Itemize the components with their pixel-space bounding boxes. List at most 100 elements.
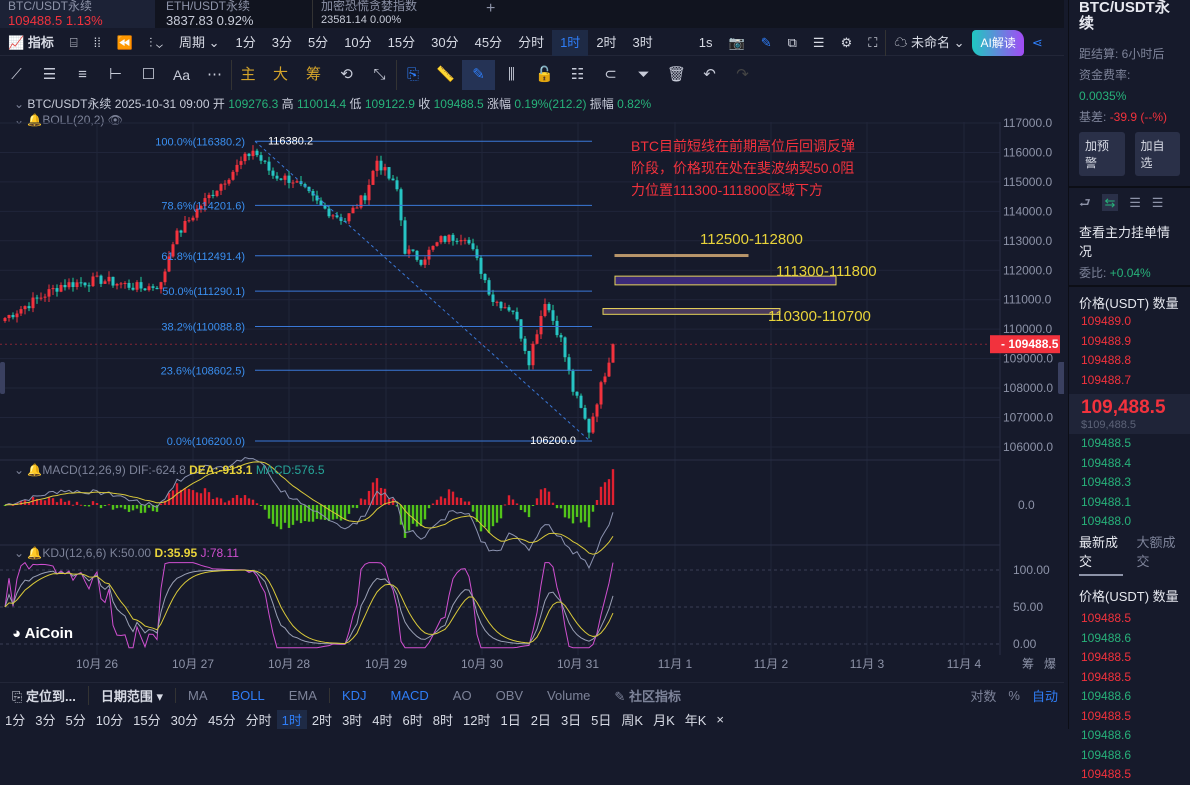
period-dropdown[interactable]: 周期 ⌄ — [178, 34, 220, 50]
timeframe-月K[interactable]: 月K — [653, 713, 675, 728]
ind-obv[interactable]: OBV — [495, 688, 524, 703]
bars-icon[interactable]: ⫼ — [508, 66, 515, 83]
price-level[interactable]: 109488.8 — [1081, 353, 1132, 367]
period-3h[interactable]: 3时 — [632, 34, 653, 50]
layout-name-dropdown[interactable]: ☁ 未命名 ⌄ — [885, 29, 972, 56]
tab-index[interactable]: 加密恐慌贪婪指数 23581.14 0.00% — [312, 0, 462, 28]
timeframe-分时[interactable]: 分时 — [245, 713, 272, 728]
timeframe-5日[interactable]: 5日 — [591, 713, 612, 728]
indicators-button[interactable]: 📈 指标 — [8, 34, 54, 50]
tab-latest-trades[interactable]: 最新成交 — [1079, 532, 1123, 576]
period-1m[interactable]: 1分 — [235, 34, 256, 50]
timeframe-30分[interactable]: 30分 — [170, 713, 199, 728]
price-level[interactable]: 109488.0 — [1081, 514, 1132, 526]
trash-icon[interactable]: 🗑 — [666, 66, 687, 83]
magnet2-icon[interactable]: ⊂ — [604, 66, 617, 83]
main-force-button[interactable]: 主 — [231, 60, 264, 90]
edit-list-icon[interactable]: ☷ — [570, 66, 585, 83]
ind-boll[interactable]: BOLL — [231, 688, 265, 703]
ind-ao[interactable]: AO — [452, 688, 472, 703]
tab-eth[interactable]: ETH/USDT永续 3837.83 0.92% — [158, 0, 308, 28]
timeframe-1时[interactable]: 1时 — [276, 710, 307, 729]
period-2h[interactable]: 2时 — [596, 34, 617, 50]
timeframe-2时[interactable]: 2时 — [311, 713, 333, 728]
add-alert-button[interactable]: 加预警 — [1079, 132, 1125, 176]
timeframe-1分[interactable]: 1分 — [5, 713, 26, 728]
period-timeline[interactable]: 分时 — [518, 34, 545, 50]
timeframe-×[interactable]: × — [716, 712, 725, 727]
more-icon[interactable]: ⋯ — [207, 66, 222, 83]
timeframe-年K[interactable]: 年K — [684, 713, 707, 728]
price-level[interactable]: 109488.3 — [1081, 475, 1132, 489]
ind-ema[interactable]: EMA — [288, 688, 317, 703]
timeframe-3分[interactable]: 3分 — [35, 713, 56, 728]
timeframe-2日[interactable]: 2日 — [530, 713, 551, 728]
ai-button[interactable]: AI解读 — [972, 29, 1024, 56]
timeframe-周K[interactable]: 周K — [621, 713, 644, 728]
share-icon[interactable]: ⋖ — [1031, 34, 1043, 50]
period-1s[interactable]: 1s — [698, 34, 713, 50]
fib-icon[interactable]: ≡ — [78, 66, 87, 83]
camera-icon[interactable]: 📷 — [728, 34, 745, 50]
chip-button[interactable]: 筹 — [305, 66, 321, 83]
parallel-icon[interactable]: ☰ — [42, 66, 57, 83]
timeframe-10分[interactable]: 10分 — [95, 713, 124, 728]
fullscreen-icon[interactable]: ⛶ — [868, 34, 878, 50]
redo-icon[interactable]: ↷ — [736, 66, 749, 83]
settings-icon[interactable]: ⚙ — [840, 34, 853, 50]
timeframe-3时[interactable]: 3时 — [342, 713, 363, 728]
auto-toggle[interactable]: 自动 — [1031, 689, 1058, 704]
add-favorite-button[interactable]: 加自选 — [1134, 132, 1180, 176]
tab-btc[interactable]: BTC/USDT永续 109488.5 1.13% — [0, 0, 155, 28]
draw-mode-icon[interactable]: ✎ — [462, 60, 495, 90]
ind-kdj[interactable]: KDJ — [328, 688, 379, 703]
price-level[interactable]: 109488.6 — [1069, 390, 1190, 394]
price-chart[interactable]: 10月 26 10月 27 10月 28 10月 29 10月 30 10月 31 11月 … — [0, 0, 1064, 680]
timeframe-4时[interactable]: 4时 — [372, 713, 393, 728]
ind-volume[interactable]: Volume — [547, 688, 591, 703]
collapse-icon[interactable]: ⌄ — [14, 97, 25, 111]
period-10m[interactable]: 10分 — [344, 34, 372, 50]
candle-type-icon[interactable]: ⫶ ⌄ — [149, 34, 163, 50]
price-level[interactable]: 109488.7 — [1081, 372, 1132, 387]
tab-large-trades[interactable]: 大额成交 — [1136, 535, 1176, 569]
bookmark-icon[interactable]: ⎘ — [396, 60, 429, 90]
period-1h[interactable]: 1时 — [552, 29, 589, 56]
list-icon[interactable]: ☰ — [812, 34, 825, 50]
timeframe-3日[interactable]: 3日 — [560, 713, 582, 728]
timeframe-8时[interactable]: 8时 — [432, 713, 453, 728]
sync-icon[interactable]: ⟲ — [340, 66, 353, 83]
analysis-annotation[interactable]: BTC目前短线在前期高位后回调反弹 阶段，价格现在处在斐波纳契50.0阻 力位置11… — [631, 138, 855, 198]
timeframe-45分[interactable]: 45分 — [208, 713, 236, 728]
price-level[interactable]: 109489.0 — [1081, 314, 1132, 328]
price-level[interactable]: 109488.5 — [1081, 436, 1132, 450]
lock-icon[interactable]: 🔓 — [535, 66, 554, 83]
text-icon[interactable]: Aa — [172, 67, 191, 83]
locate-button[interactable]: ⎘ 定位到... — [12, 689, 76, 704]
price-level[interactable]: 109488.1 — [1081, 494, 1132, 509]
period-15m[interactable]: 15分 — [387, 34, 416, 50]
log-toggle[interactable]: 对数 — [970, 689, 997, 704]
trendline-icon[interactable]: ⟋ — [11, 66, 22, 83]
period-5m[interactable]: 5分 — [307, 34, 329, 50]
compare-icon[interactable]: ⁞⁞ — [93, 34, 101, 50]
ind-ma[interactable]: MA — [175, 688, 220, 703]
template-icon[interactable]: ⌸ — [69, 34, 78, 50]
period-3m[interactable]: 3分 — [271, 34, 292, 50]
filter-icon[interactable]: ⏷ — [637, 66, 650, 83]
depth-view-tabs[interactable]: ⮐ ⇆ ☰ ☰ — [1069, 186, 1190, 222]
pen-icon[interactable]: ✎ — [760, 34, 772, 50]
timeframe-5分[interactable]: 5分 — [65, 713, 86, 728]
date-range-dropdown[interactable]: 日期范围 ▾ — [87, 686, 175, 705]
ind-macd[interactable]: MACD — [390, 688, 429, 703]
undo-icon[interactable]: ↶ — [703, 66, 716, 83]
price-level[interactable]: 109488.4 — [1081, 455, 1132, 470]
layout-icon[interactable]: ⧉ — [787, 34, 797, 50]
replay-icon[interactable]: ⏪ — [116, 34, 134, 50]
timeframe-12时[interactable]: 12时 — [463, 713, 491, 728]
timeframe-1日[interactable]: 1日 — [500, 713, 521, 728]
hline-icon[interactable]: ⊢ — [108, 66, 123, 83]
add-tab-icon[interactable]: + — [486, 0, 496, 17]
price-level[interactable]: 109488.9 — [1081, 333, 1132, 348]
community-indicators[interactable]: ✎ 社区指标 — [614, 689, 681, 704]
